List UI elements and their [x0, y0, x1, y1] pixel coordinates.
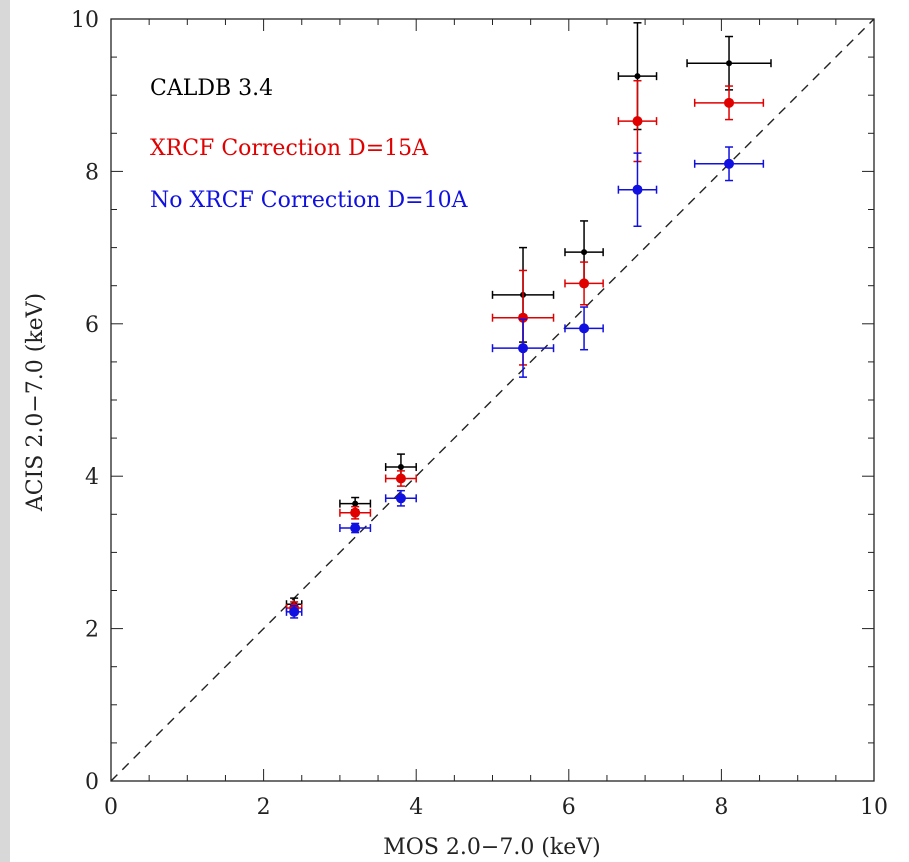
x-tick-label: 10 [860, 795, 888, 820]
data-point [579, 278, 590, 289]
x-tick-label: 6 [562, 795, 576, 820]
legend-label-series-0: CALDB 3.4 [150, 76, 273, 101]
data-point [579, 323, 590, 334]
data-point [634, 73, 641, 80]
data-series [285, 22, 772, 619]
x-tick-label: 4 [409, 795, 423, 820]
data-point [395, 473, 406, 484]
series-2 [285, 146, 765, 619]
y-tick-label: 10 [71, 8, 99, 33]
data-point [350, 523, 361, 534]
data-point [724, 158, 735, 169]
y-tick-label: 2 [85, 618, 99, 643]
x-tick-label: 0 [104, 795, 118, 820]
data-point [632, 116, 643, 127]
y-axis-label: ACIS 2.0−7.0 (keV) [23, 293, 48, 512]
left-margin-strip [0, 0, 10, 862]
x-tick-label: 2 [257, 795, 271, 820]
dashed-diagonal-line [110, 18, 875, 782]
y-tick-label: 6 [85, 313, 99, 338]
data-point [581, 249, 588, 256]
y-tick-label: 0 [85, 770, 99, 795]
data-point [518, 312, 529, 323]
tick-labels: 0 2 4 6 8 10 0 2 4 6 8 10 [71, 8, 888, 820]
data-point [289, 606, 300, 617]
y-tick-label: 8 [85, 160, 99, 185]
data-point [632, 184, 643, 195]
data-point [395, 493, 406, 504]
legend-label-series-1: XRCF Correction D=15A [150, 136, 429, 161]
y-tick-label: 4 [85, 465, 99, 490]
data-point [726, 60, 733, 67]
legend: CALDB 3.4 XRCF Correction D=15A No XRCF … [150, 76, 469, 213]
x-axis-label: MOS 2.0−7.0 (keV) [383, 835, 600, 860]
data-point [724, 97, 735, 108]
reference-diagonal [110, 18, 875, 782]
data-point [518, 343, 529, 354]
series-0 [285, 22, 772, 612]
data-point [352, 500, 359, 507]
legend-label-series-2: No XRCF Correction D=10A [150, 188, 469, 213]
x-tick-label: 8 [714, 795, 728, 820]
data-point [350, 507, 361, 518]
data-point [397, 464, 404, 471]
axis-ticks [110, 18, 875, 782]
